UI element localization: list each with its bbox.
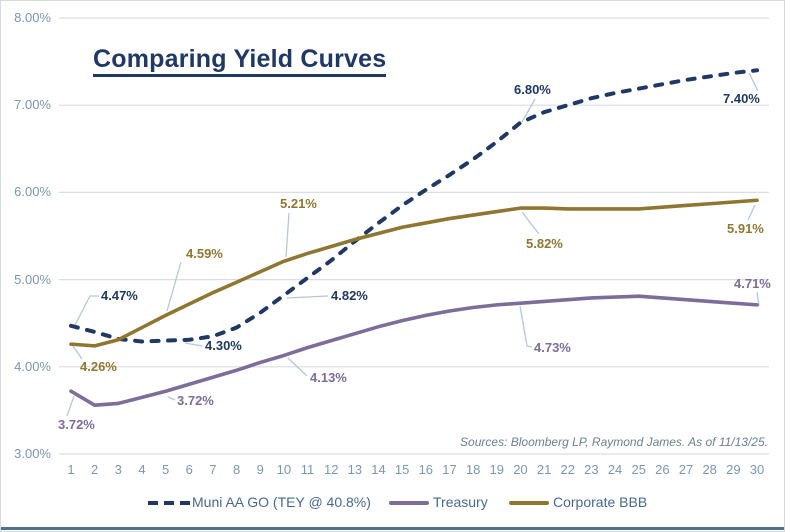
leader-line-treasury [66,395,75,417]
legend-item-muni: Muni AA GO (TEY @ 40.8%) [192,494,371,510]
leader-line-muni [521,98,536,123]
treasury-line-icon [389,501,429,505]
leader-line-muni [286,295,329,299]
leader-line-corporate [72,345,83,360]
muni-dashed-line-icon [148,501,190,505]
leader-line-muni [748,72,759,92]
legend-item-corporate: Corporate BBB [553,494,648,510]
series-line-muni [69,68,759,344]
source-note: Sources: Bloomberg LP, Raymond James. As… [460,435,768,449]
leader-line-corporate [747,204,756,221]
leader-line-treasury [519,305,533,348]
series-line-treasury [69,294,759,407]
chart-title: Comparing Yield Curves [93,45,387,77]
chart-title-text: Comparing Yield Curves [93,45,387,77]
leader-line-muni [184,342,203,347]
leader-line-corporate [285,212,290,258]
bottom-accent-bar [1,527,784,530]
leader-line-corporate [521,211,540,235]
leader-line-treasury [167,396,176,401]
legend-item-treasury: Treasury [433,494,488,510]
series-line-corporate [69,198,759,348]
leader-line-corporate [166,261,182,312]
leader-line-muni [74,295,99,326]
leader-line-treasury [756,291,760,307]
leader-line-treasury [287,357,308,377]
corporate-line-icon [509,501,549,505]
